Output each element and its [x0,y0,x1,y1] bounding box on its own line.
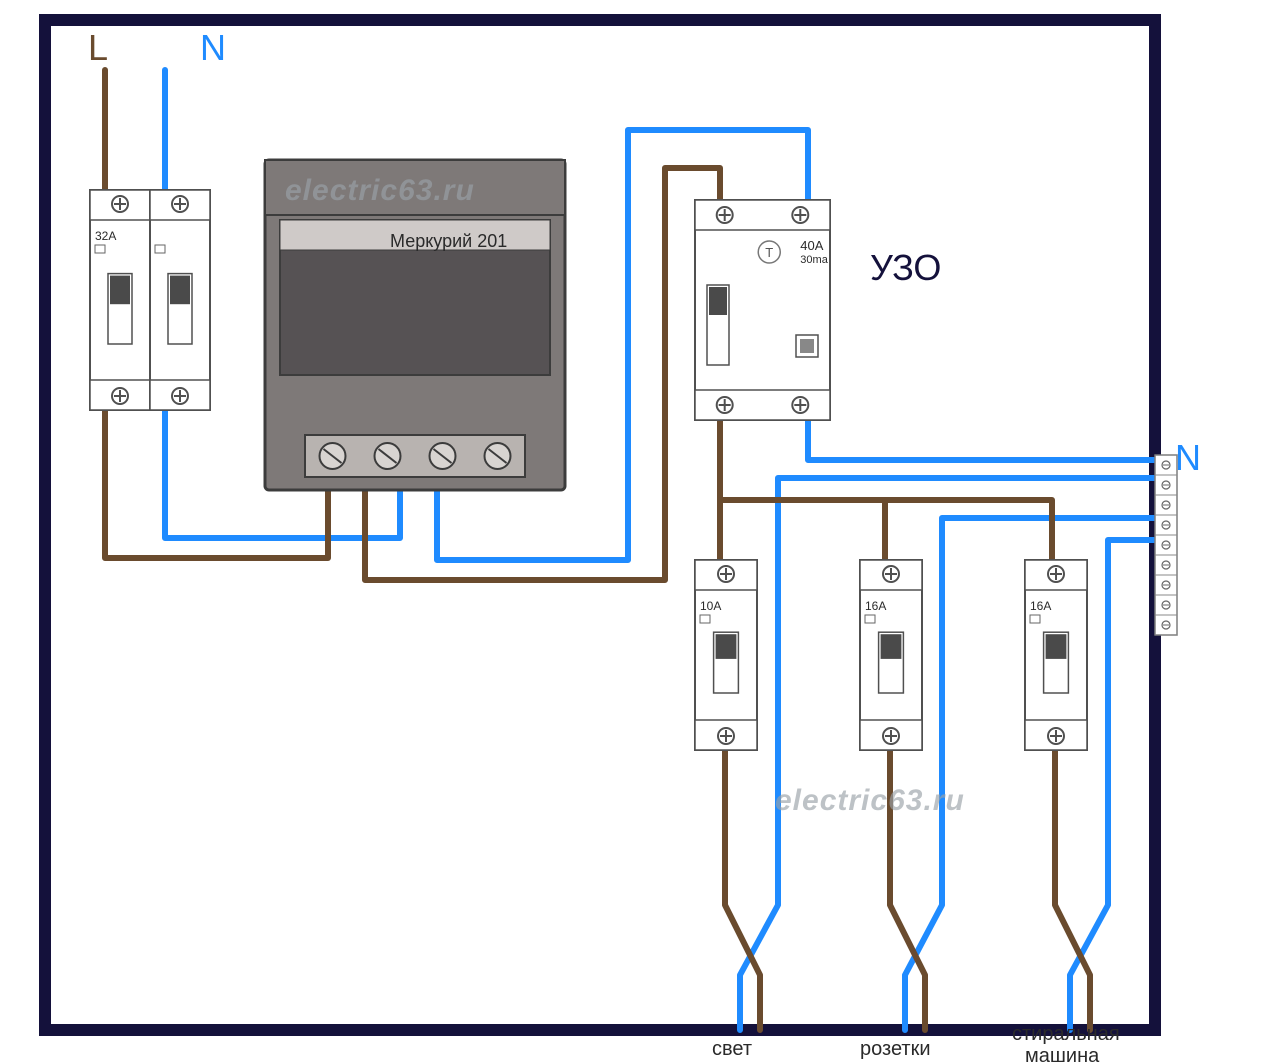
svg-text:30ma: 30ma [800,254,828,266]
neutral-busbar [1155,455,1177,635]
label-watermark2: electric63.ru [775,784,965,817]
label-N_top: N [200,27,226,68]
breaker-10A: 10A [695,560,757,750]
label-L: L [88,27,108,68]
svg-text:10A: 10A [700,599,721,613]
main-breaker-32A: 32A [90,190,210,410]
label-out1: свет [712,1038,752,1060]
svg-text:16A: 16A [865,599,886,613]
label-N_right: N [1175,437,1201,478]
breaker-16A: 16A [860,560,922,750]
label-uzo: УЗО [870,247,941,288]
wiring-diagram: 32A T 40A30ma 10A 16A 16A L N N УЗО electric63.ru e… [0,0,1280,1063]
label-out3b: машина [1025,1045,1100,1063]
label-meter_model: Меркурий 201 [390,231,507,251]
label-out2: розетки [860,1038,931,1060]
label-watermark1: electric63.ru [285,174,475,207]
svg-text:40A: 40A [800,238,823,253]
svg-text:32A: 32A [95,229,116,243]
rcd-uzo: T 40A30ma [695,200,830,420]
svg-text:T: T [765,245,773,260]
breaker-16A: 16A [1025,560,1087,750]
electricity-meter [265,160,565,490]
label-out3a: стиральная [1012,1023,1120,1045]
svg-text:16A: 16A [1030,599,1051,613]
